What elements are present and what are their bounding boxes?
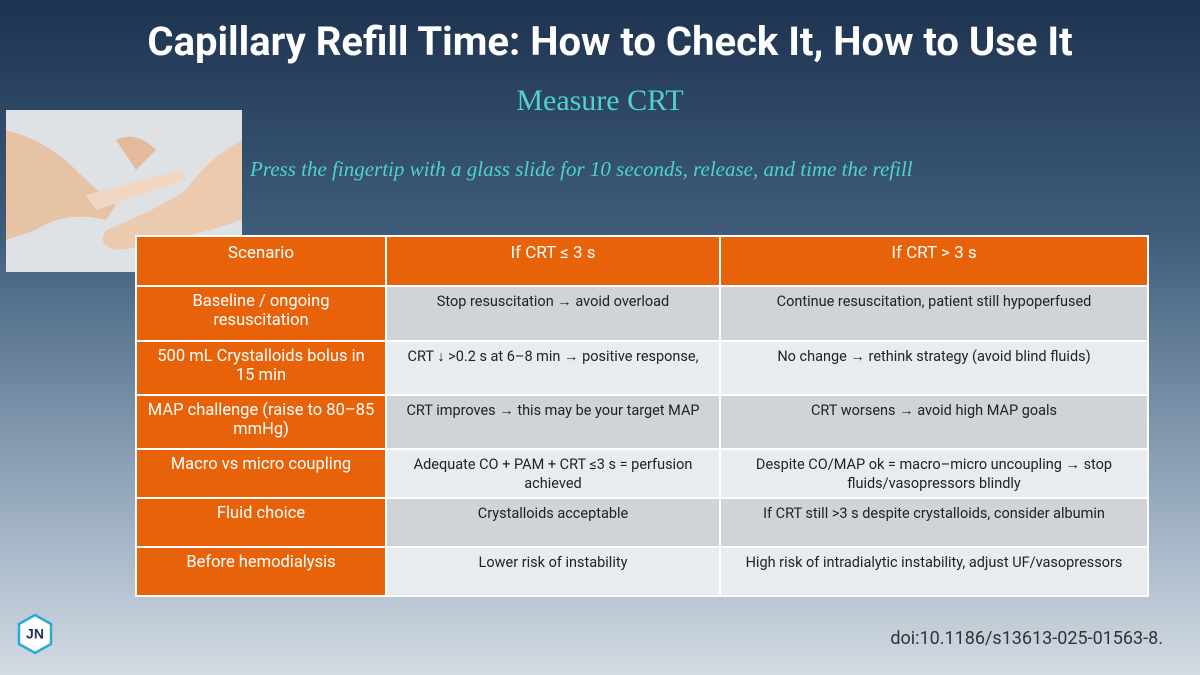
- cell: Crystalloids acceptable: [385, 497, 721, 548]
- table: Scenario If CRT ≤ 3 s If CRT > 3 s Baselin…: [135, 235, 1149, 597]
- table-row: Macro vs micro coupling Adequate CO + PAM…: [135, 448, 1149, 499]
- cell: Stop resuscitation → avoid overload: [385, 285, 721, 342]
- row-header: Before hemodialysis: [135, 546, 387, 597]
- table-row: Before hemodialysis Lower risk of instabi…: [135, 546, 1149, 597]
- logo-text: JN: [26, 626, 44, 642]
- row-header: Baseline / ongoing resuscitation: [135, 285, 387, 342]
- cell: Lower risk of instability: [385, 546, 721, 597]
- title: Capillary Refill Time: How to Check It, …: [147, 18, 1073, 65]
- row-header: MAP challenge (raise to 80–85 mmHg): [135, 394, 387, 450]
- cell: Despite CO/MAP ok = macro–micro uncoupli…: [719, 448, 1149, 499]
- cell: Continue resuscitation, patient still hy…: [719, 285, 1149, 342]
- column-header: Scenario: [135, 235, 387, 287]
- row-header: Fluid choice: [135, 497, 387, 548]
- table-row: MAP challenge (raise to 80–85 mmHg) CRT i…: [135, 394, 1149, 450]
- column-header: If CRT > 3 s: [719, 235, 1149, 287]
- row-header: 500 mL Crystalloids bolus in 15 min: [135, 340, 387, 396]
- cell: If CRT still >3 s despite crystalloids, …: [719, 497, 1149, 548]
- table-row: Fluid choice Crystalloids acceptable If CR…: [135, 497, 1149, 548]
- cell: High risk of intradialytic instability, …: [719, 546, 1149, 597]
- doi: doi:10.1186/s13613-025-01563-8.: [890, 628, 1163, 649]
- subtitle: Measure CRT: [516, 84, 684, 117]
- cell: Adequate CO + PAM + CRT ≤3 s = perfusion…: [385, 448, 721, 499]
- cell: CRT improves → this may be your target M…: [385, 394, 721, 450]
- row-header: Macro vs micro coupling: [135, 448, 387, 499]
- table-row: 500 mL Crystalloids bolus in 15 min CRT ↓…: [135, 340, 1149, 396]
- cell: CRT ↓ >0.2 s at 6–8 min → positive respo…: [385, 340, 721, 396]
- logo: JN: [17, 613, 53, 655]
- cell: CRT worsens → avoid high MAP goals: [719, 394, 1149, 450]
- photo: [6, 110, 242, 272]
- table-row: Baseline / ongoing resuscitation Stop res…: [135, 285, 1149, 342]
- instruction: Press the fingertip with a glass slide f…: [250, 157, 913, 181]
- cell: No change → rethink strategy (avoid blin…: [719, 340, 1149, 396]
- column-header: If CRT ≤ 3 s: [385, 235, 721, 287]
